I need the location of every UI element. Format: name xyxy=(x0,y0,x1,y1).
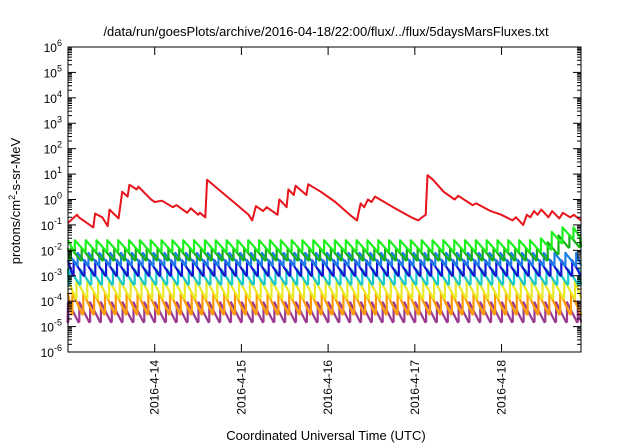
x-axis-label: Coordinated Universal Time (UTC) xyxy=(226,428,425,443)
y-tick-label: 101 xyxy=(44,165,62,182)
series-line-5 xyxy=(66,259,582,277)
y-tick-label: 106 xyxy=(44,38,62,55)
x-tick-label: 2016-4-17 xyxy=(408,360,422,415)
plot-frame xyxy=(67,46,582,353)
svg-text:protons/cm2-s-sr-MeV: protons/cm2-s-sr-MeV xyxy=(7,137,23,264)
y-tick-label: 100 xyxy=(44,191,62,208)
series-line-8 xyxy=(66,291,583,316)
y-tick-label: 102 xyxy=(44,140,62,157)
y-tick-label: 103 xyxy=(44,114,62,131)
y-axis-label-rest: -s-sr-MeV xyxy=(8,137,23,194)
x-tick-label: 2016-4-16 xyxy=(321,360,335,415)
x-tick-label: 2016-4-14 xyxy=(148,360,162,415)
y-tick-label: 10-4 xyxy=(41,292,62,309)
y-tick-label: 10-2 xyxy=(41,241,62,258)
y-axis-label-sup: 2 xyxy=(7,195,17,200)
chart-title: /data/run/goesPlots/archive/2016-04-18/2… xyxy=(103,24,549,39)
series-line-2 xyxy=(67,226,582,253)
series-line-1 xyxy=(67,174,582,229)
y-tick-label: 10-3 xyxy=(41,267,62,284)
tick-layer: 10-6 10-5 10-4 10-3 10-2 10-1 100 101 102 103 104 1… xyxy=(41,38,581,415)
y-tick-label: 10-5 xyxy=(41,318,62,335)
y-axis-label-main: protons/cm xyxy=(8,200,23,264)
y-tick-label: 104 xyxy=(44,89,62,106)
x-tick-label: 2016-4-18 xyxy=(495,360,509,415)
y-axis-label: protons/cm2-s-sr-MeV xyxy=(7,137,23,264)
series-layer xyxy=(66,174,583,324)
y-tick-label: 10-1 xyxy=(41,216,62,233)
x-tick-label: 2016-4-15 xyxy=(234,360,248,415)
y-tick-label: 105 xyxy=(44,63,62,80)
series-line-7 xyxy=(66,278,583,300)
y-tick-label: 10-6 xyxy=(41,343,62,360)
